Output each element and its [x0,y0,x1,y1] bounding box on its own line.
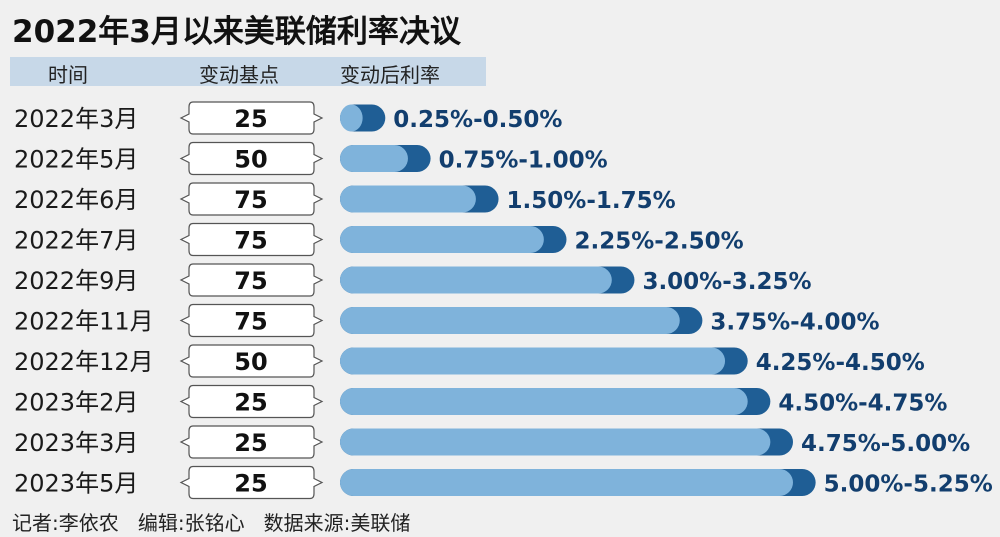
footer: 记者:李依农 编辑:张铭心 数据来源:美联储 [12,507,410,536]
rate-label: 4.50%-4.75% [778,391,947,417]
bps-value: 75 [234,308,267,336]
rate-label: 1.50%-1.75% [507,188,676,214]
date-label: 2022年3月 [14,105,138,133]
bps-box [179,465,324,500]
chart-title: 2022年3月以来美联储利率决议 [12,14,461,50]
bps-box [179,384,324,419]
rate-label: 5.00%-5.25% [824,472,993,498]
date-label: 2022年6月 [14,186,138,214]
bar-lower [340,469,793,496]
bps-box [179,344,324,378]
bps-value: 75 [234,267,267,295]
bps-box [179,141,324,176]
bps-value: 75 [234,227,267,255]
header-band [10,57,486,86]
bps-box [179,182,324,216]
date-label: 2022年9月 [14,267,138,295]
bps-value: 25 [234,389,267,417]
header-rate: 变动后利率 [340,63,440,87]
bar-lower [340,145,408,172]
bps-box [179,222,324,257]
rate-label: 0.25%-0.50% [393,107,562,133]
rate-label: 0.75%-1.00% [439,148,608,174]
date-label: 2022年7月 [14,227,138,255]
rate-label: 4.75%-5.00% [801,431,970,457]
bar-lower [340,428,771,456]
footer-reporter: 记者:李依农 [12,511,119,535]
bps-value: 50 [234,348,267,376]
rate-label: 3.00%-3.25% [642,269,811,295]
rate-label: 2.25%-2.50% [575,229,744,255]
footer-editor: 编辑:张铭心 [137,511,245,535]
bps-box [179,263,324,297]
bps-box [179,425,324,459]
bps-value: 75 [234,186,267,214]
date-label: 2022年5月 [14,146,138,174]
bar-lower [340,185,476,213]
bar-lower [340,307,680,334]
date-label: 2023年3月 [14,429,138,457]
date-label: 2023年5月 [14,470,138,498]
bar-lower [340,226,544,253]
header-time: 时间 [48,63,88,87]
date-label: 2022年11月 [14,308,154,336]
date-label: 2023年2月 [14,389,138,417]
bps-box [179,101,324,135]
bar-lower [340,347,726,375]
bps-value: 25 [234,105,267,133]
bar-lower [340,266,612,294]
bps-value: 25 [234,429,267,457]
footer-source: 数据来源:美联储 [263,511,411,535]
bps-box [179,303,324,338]
bps-value: 50 [234,146,267,174]
header-bps: 变动基点 [199,63,279,87]
bar-lower [340,388,748,415]
rate-label: 3.75%-4.00% [710,310,879,336]
bps-value: 25 [234,470,267,498]
date-label: 2022年12月 [14,348,154,376]
bar-lower [340,104,363,132]
rate-label: 4.25%-4.50% [756,350,925,376]
